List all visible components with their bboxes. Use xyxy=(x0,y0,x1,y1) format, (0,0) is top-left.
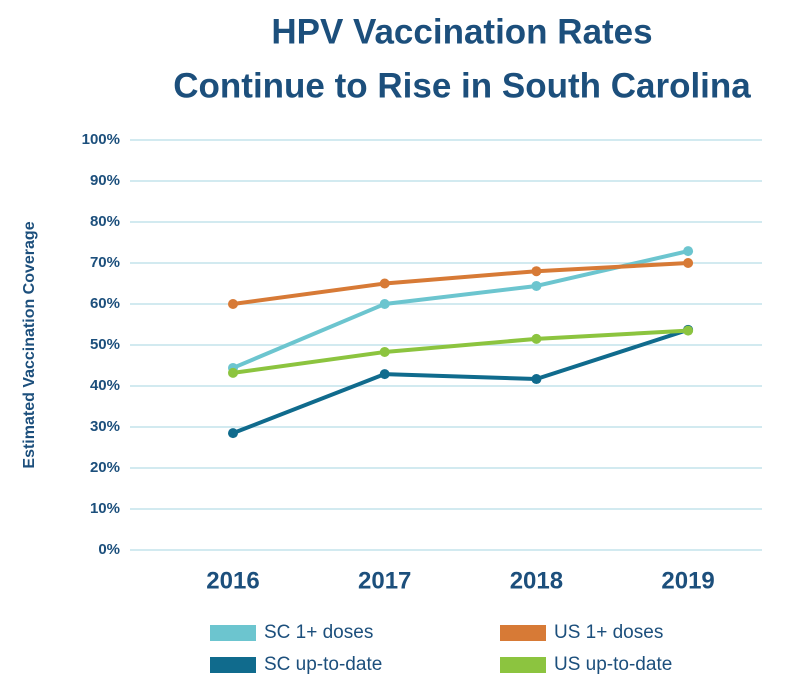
y-tick-label: 50% xyxy=(90,336,120,353)
chart-title: Continue to Rise in South Carolina xyxy=(173,66,751,105)
x-tick-label: 2019 xyxy=(661,567,714,594)
legend-swatch xyxy=(210,657,256,673)
data-point xyxy=(683,325,694,336)
legend-label: SC 1+ doses xyxy=(264,622,373,643)
x-tick-label: 2016 xyxy=(206,567,259,594)
y-tick-label: 30% xyxy=(90,418,120,435)
y-tick-label: 70% xyxy=(90,254,120,271)
legend-swatch xyxy=(210,625,256,641)
data-point xyxy=(531,374,542,385)
legend-label: US up-to-date xyxy=(554,654,672,675)
x-tick-label: 2017 xyxy=(358,567,411,594)
y-tick-label: 20% xyxy=(90,459,120,476)
chart-title: HPV Vaccination Rates xyxy=(271,12,652,51)
data-point xyxy=(379,369,390,380)
x-tick-label: 2018 xyxy=(510,567,563,594)
y-tick-label: 60% xyxy=(90,295,120,312)
series-line xyxy=(232,328,689,375)
data-point xyxy=(228,428,238,439)
data-point xyxy=(531,333,542,344)
data-point xyxy=(683,258,694,268)
data-point xyxy=(531,280,542,291)
data-point xyxy=(228,367,238,378)
legend-swatch xyxy=(500,625,546,641)
data-point xyxy=(379,278,390,289)
y-tick-label: 80% xyxy=(90,213,120,230)
series-line xyxy=(232,261,689,306)
data-point xyxy=(683,246,694,257)
data-point xyxy=(531,266,542,277)
y-axis-label: Estimated Vaccination Coverage xyxy=(21,221,38,468)
legend-swatch xyxy=(500,657,546,673)
y-tick-label: 90% xyxy=(90,172,120,189)
legend-label: US 1+ doses xyxy=(554,622,663,643)
y-tick-label: 0% xyxy=(98,541,120,558)
data-point xyxy=(228,299,238,309)
y-tick-label: 40% xyxy=(90,377,120,394)
data-point xyxy=(379,346,390,357)
data-point xyxy=(379,299,390,309)
legend-label: SC up-to-date xyxy=(264,654,382,675)
y-tick-label: 10% xyxy=(90,500,120,517)
series-line xyxy=(232,327,689,436)
y-tick-label: 100% xyxy=(82,131,120,148)
